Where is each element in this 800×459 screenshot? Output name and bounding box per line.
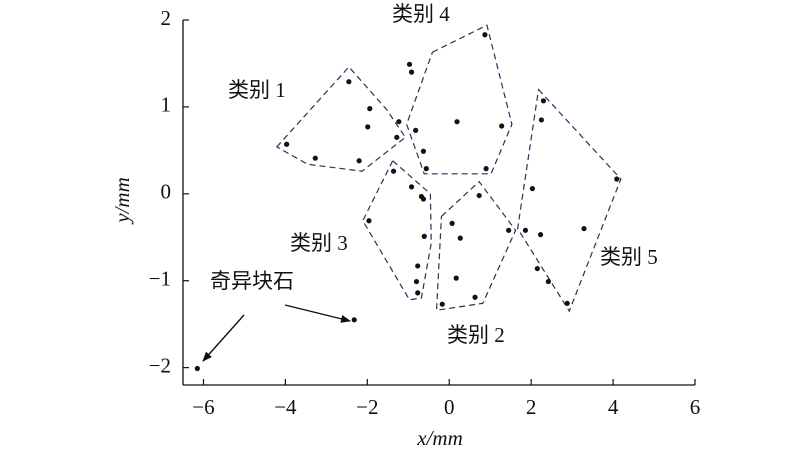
- annotation-arrow: [284, 304, 351, 323]
- point: [449, 220, 455, 226]
- x-tick-label: −4: [274, 395, 297, 419]
- point: [522, 227, 529, 233]
- point: [581, 225, 587, 232]
- point: [499, 123, 505, 129]
- y-axis-label: y/mm: [110, 177, 134, 225]
- point: [506, 227, 512, 233]
- point: [482, 32, 488, 38]
- y-tick-label: 2: [161, 6, 172, 30]
- point: [194, 365, 200, 372]
- point: [408, 184, 415, 190]
- point: [365, 124, 371, 130]
- x-tick-label: −6: [192, 395, 214, 419]
- cluster-label: 奇异块石: [210, 269, 294, 293]
- point: [346, 79, 352, 85]
- cluster-boundary: [275, 66, 407, 172]
- point: [534, 265, 540, 272]
- x-tick-label: 6: [690, 395, 701, 419]
- point: [408, 69, 415, 75]
- cluster-boundary: [435, 180, 517, 311]
- point: [564, 300, 570, 306]
- point: [457, 235, 463, 241]
- x-tick-label: −2: [356, 395, 378, 419]
- point: [439, 301, 445, 307]
- point: [421, 233, 427, 239]
- point: [415, 290, 421, 296]
- point: [472, 294, 478, 300]
- point: [537, 232, 544, 238]
- cluster-label: 类别 2: [447, 323, 505, 347]
- point: [529, 185, 535, 192]
- point: [356, 158, 362, 164]
- cluster-label: 类别 4: [392, 2, 450, 26]
- point: [476, 192, 482, 199]
- y-tick-label: −2: [149, 353, 171, 377]
- cluster-label: 类别 3: [290, 231, 348, 255]
- point: [406, 61, 413, 67]
- point: [367, 106, 373, 112]
- x-tick-label: 2: [526, 395, 537, 419]
- point: [390, 168, 397, 174]
- point: [420, 196, 427, 202]
- point: [423, 166, 429, 172]
- y-tick-label: 0: [161, 180, 172, 204]
- point: [351, 317, 357, 323]
- x-tick-label: 0: [444, 395, 455, 419]
- cluster-label: 类别 5: [600, 245, 658, 269]
- point: [483, 166, 489, 172]
- point: [394, 134, 400, 140]
- point: [540, 98, 547, 104]
- point: [312, 155, 318, 161]
- point: [396, 119, 402, 125]
- point: [420, 148, 427, 154]
- point: [453, 275, 459, 281]
- point: [413, 278, 420, 285]
- point: [415, 263, 421, 269]
- point: [614, 176, 620, 182]
- annotation-arrow: [202, 314, 245, 362]
- y-tick-label: 1: [161, 93, 172, 117]
- point: [366, 218, 372, 224]
- cluster-boundary: [406, 24, 513, 175]
- cluster-boundary: [517, 88, 622, 313]
- y-tick-label: −1: [149, 267, 171, 291]
- point: [284, 141, 290, 147]
- point: [413, 127, 419, 133]
- cluster-label: 类别 1: [228, 78, 286, 102]
- x-axis-label: x/mm: [416, 426, 463, 450]
- x-tick-label: 4: [608, 395, 619, 419]
- point: [538, 117, 545, 123]
- point: [454, 119, 460, 125]
- point: [545, 278, 551, 285]
- cluster-boundary: [362, 159, 432, 301]
